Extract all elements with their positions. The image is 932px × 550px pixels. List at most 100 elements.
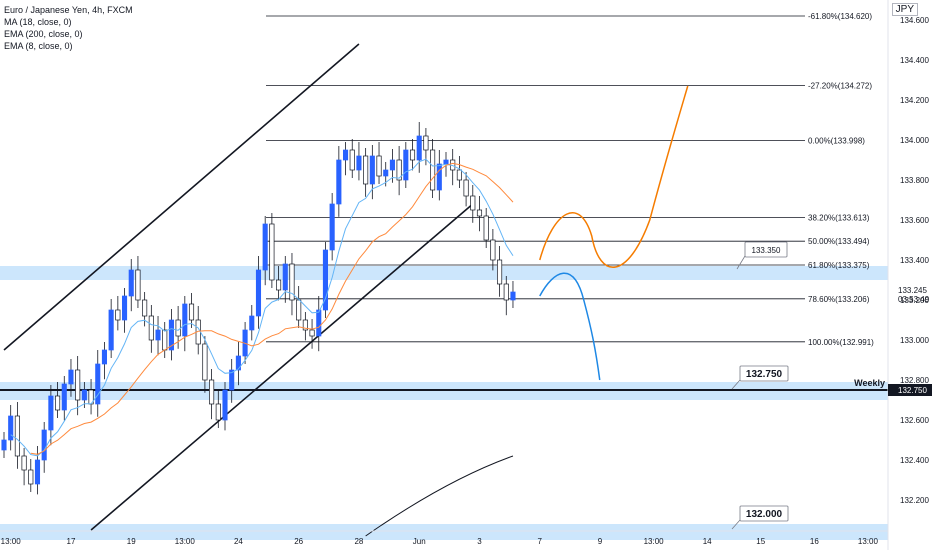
candle-body: [262, 223, 268, 271]
fib-label: 100.00%(132.991): [808, 338, 874, 347]
candle-body: [389, 159, 395, 171]
bar-countdown: 03:53:49: [898, 295, 930, 304]
candle-body: [202, 343, 208, 381]
ema8-line: [30, 162, 514, 455]
candle-body: [162, 329, 168, 351]
candle-body: [416, 135, 422, 161]
currency-label[interactable]: JPY: [891, 3, 918, 16]
candle-body: [8, 415, 14, 441]
candle-body: [296, 299, 302, 321]
price-tick-label: 134.200: [900, 96, 929, 105]
candle-body: [403, 149, 409, 181]
candle-body: [55, 395, 61, 411]
channel-upper: [3, 43, 360, 351]
price-tick-label: 133.600: [900, 216, 929, 225]
candle-body: [282, 263, 288, 291]
candle-body: [490, 239, 496, 261]
weekly-price-tag: [888, 384, 932, 396]
candle-body: [383, 169, 389, 177]
candle-body: [309, 329, 315, 337]
channel-lower: [90, 203, 474, 531]
fib-label: 50.00%(133.494): [808, 237, 870, 246]
time-tick-label: 3: [477, 537, 482, 546]
time-tick-label: 9: [598, 537, 603, 546]
candle-body: [81, 389, 87, 401]
candle-body: [148, 315, 154, 341]
callout-leader: [731, 379, 741, 390]
candle-body: [175, 319, 181, 337]
candle-body: [463, 179, 469, 197]
candle-body: [336, 159, 342, 205]
candle-body: [396, 159, 402, 181]
fib-label: 78.60%(133.206): [808, 295, 870, 304]
callout-box: [739, 505, 789, 522]
fib-label: -61.80%(134.620): [808, 12, 872, 21]
candle-body: [363, 155, 369, 185]
fib-label: 61.80%(133.375): [808, 261, 870, 270]
candle-body: [497, 259, 503, 285]
fibonacci-retracement: -61.80%(134.620) -27.20%(134.272) 0.00%(13…: [0, 12, 888, 391]
candle-body: [369, 155, 375, 185]
candle-body: [470, 195, 476, 211]
candlestick-series: [1, 122, 516, 495]
price-axis[interactable]: 132.200 132.400 132.600 132.800 133.000 133.2…: [887, 0, 932, 550]
support-resistance-zones: [0, 266, 888, 540]
candle-body: [222, 389, 228, 421]
candle-body: [249, 315, 255, 331]
candle-body: [108, 309, 114, 351]
time-tick-label: 16: [810, 537, 819, 546]
candle-body: [28, 469, 34, 485]
candle-body: [48, 395, 54, 431]
candle-body: [95, 363, 101, 405]
weekly-label: Weekly: [854, 378, 885, 388]
candle-body: [135, 269, 141, 301]
candle-body: [14, 415, 20, 457]
legend-ema8: EMA (8, close, 0): [4, 41, 73, 51]
fib-label: 0.00%(133.998): [808, 136, 865, 145]
callout-box: [739, 365, 789, 382]
candle-body: [423, 135, 429, 151]
candle-body: [302, 319, 308, 331]
time-tick-label: 19: [127, 537, 136, 546]
callout-leader: [736, 255, 746, 270]
price-tick-label: 133.400: [900, 256, 929, 265]
candle-body: [510, 291, 516, 301]
zone-band: [0, 524, 888, 540]
candle-body: [101, 349, 108, 365]
candle-body: [376, 155, 382, 177]
price-callouts: 133.350 132.750 132.000: [731, 241, 789, 530]
candle-body: [255, 269, 262, 317]
candle-body: [430, 149, 436, 191]
callout-box: [744, 241, 788, 258]
time-tick-label: 13:00: [175, 537, 196, 546]
trend-channel: [3, 43, 474, 531]
weekly-price-label: 132.750: [898, 386, 927, 395]
candle-body: [115, 309, 121, 321]
price-tick-label: 133.200: [900, 296, 929, 305]
callout-label: 132.750: [746, 369, 783, 380]
projection-paths: [539, 85, 689, 381]
bullish-path: [539, 85, 689, 268]
moving-averages: [10, 158, 514, 537]
candle-body: [188, 303, 195, 321]
candle-body: [235, 355, 241, 371]
price-tick-label: 134.600: [900, 16, 929, 25]
legend-ma18: MA (18, close, 0): [4, 17, 72, 27]
time-tick-label: 14: [703, 537, 712, 546]
fib-label: 38.20%(133.613): [808, 213, 870, 222]
candle-body: [436, 163, 442, 191]
time-axis[interactable]: 13:00 17 19 13:00 24 26 28 Jun 3 7 9 13:00 14 15 16 13:…: [0, 530, 888, 546]
candle-body: [1, 439, 7, 451]
bearish-path: [539, 272, 601, 381]
price-tick-label: 132.800: [900, 376, 929, 385]
candle-body: [289, 263, 295, 301]
price-tick-label: 132.200: [900, 496, 929, 505]
time-tick-label: 24: [234, 537, 243, 546]
candle-body: [349, 149, 355, 171]
candle-body: [75, 369, 81, 401]
candle-body: [209, 379, 215, 405]
candle-body: [483, 215, 489, 241]
last-price-label: 133.245: [898, 286, 927, 295]
candle-body: [329, 203, 335, 251]
